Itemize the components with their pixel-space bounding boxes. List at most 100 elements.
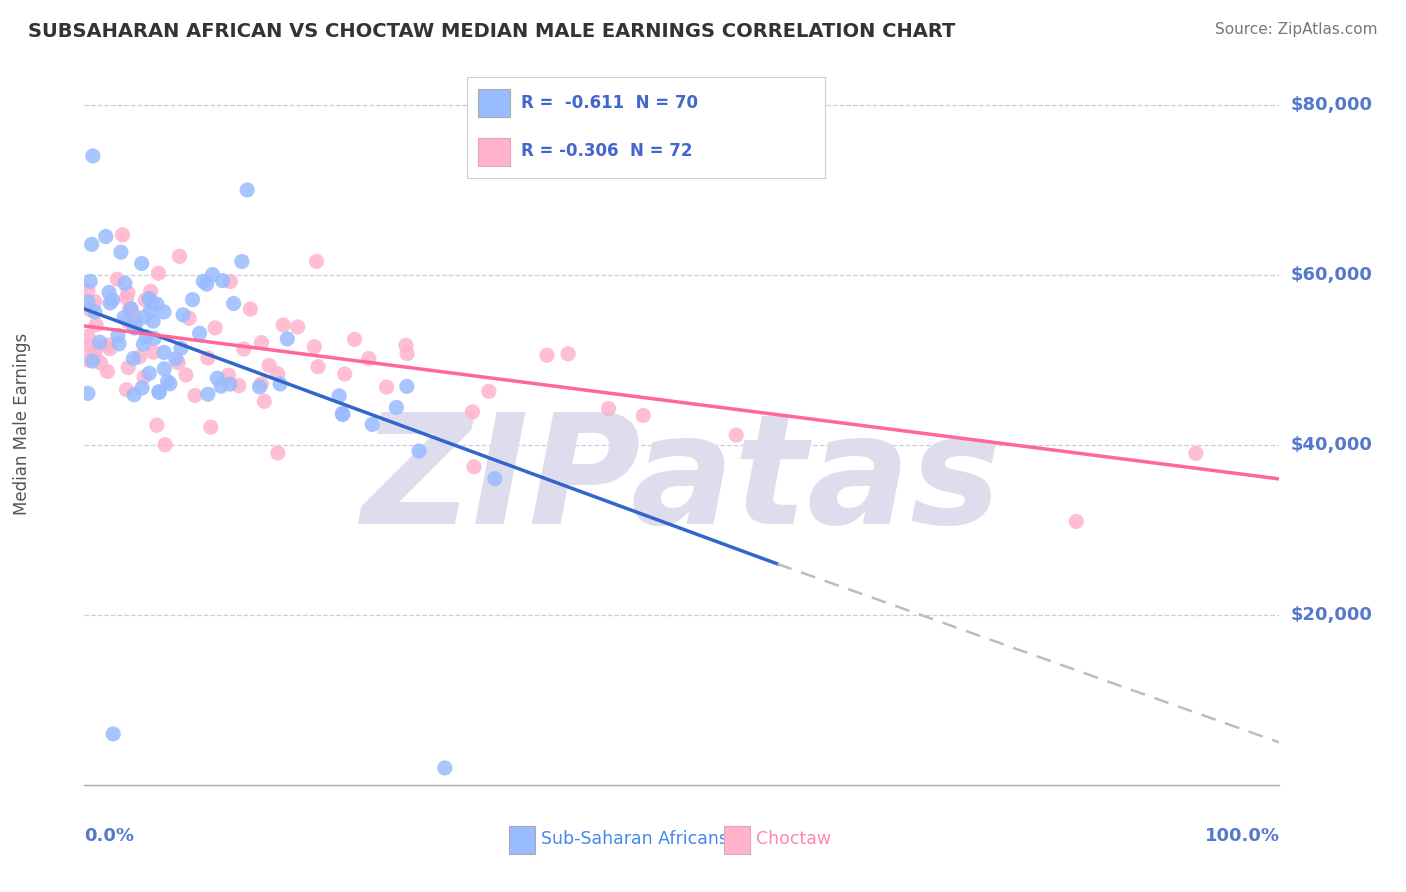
Point	[250, 377, 273, 392]
Point	[197, 351, 219, 365]
Point	[250, 335, 273, 350]
Point	[193, 274, 215, 288]
Point	[218, 368, 240, 383]
Point	[86, 341, 108, 355]
Point	[461, 405, 484, 419]
Point	[82, 149, 104, 163]
Point	[209, 379, 232, 393]
Point	[89, 356, 111, 370]
Point	[98, 285, 121, 300]
Point	[111, 227, 134, 242]
Point	[463, 459, 485, 474]
Point	[117, 315, 139, 329]
Point	[195, 277, 218, 292]
Point	[105, 272, 128, 286]
Point	[167, 356, 190, 370]
Point	[83, 305, 105, 319]
Point	[77, 329, 100, 343]
Point	[77, 353, 100, 368]
Point	[138, 367, 160, 381]
Point	[117, 360, 139, 375]
Text: SUBSAHARAN AFRICAN VS CHOCTAW MEDIAN MALE EARNINGS CORRELATION CHART: SUBSAHARAN AFRICAN VS CHOCTAW MEDIAN MAL…	[28, 22, 956, 41]
Point	[98, 342, 121, 356]
Point	[197, 387, 219, 401]
Point	[267, 446, 290, 460]
Point	[148, 384, 170, 399]
Point	[114, 277, 136, 291]
Point	[396, 346, 419, 360]
Point	[239, 302, 262, 317]
Point	[120, 301, 142, 316]
Point	[120, 303, 142, 318]
Text: Median Male Earnings: Median Male Earnings	[13, 333, 31, 515]
Point	[211, 274, 233, 288]
Point	[122, 388, 145, 402]
Point	[271, 318, 294, 332]
Point	[107, 328, 129, 343]
Point	[135, 329, 157, 343]
Point	[139, 285, 162, 299]
Point	[343, 332, 366, 346]
Point	[82, 354, 104, 368]
Point	[101, 293, 124, 307]
Point	[236, 183, 259, 197]
Point	[333, 367, 356, 381]
Point	[307, 359, 329, 374]
Point	[305, 254, 328, 268]
Text: ZIPatas: ZIPatas	[361, 407, 1002, 556]
Point	[124, 309, 146, 323]
Text: 100.0%: 100.0%	[1205, 827, 1279, 845]
Point	[598, 401, 620, 416]
Point	[139, 303, 162, 318]
Point	[181, 293, 204, 307]
Point	[385, 401, 408, 415]
Point	[134, 370, 156, 384]
Point	[330, 407, 353, 421]
Text: Sub-Saharan Africans: Sub-Saharan Africans	[541, 830, 728, 848]
Point	[395, 338, 418, 352]
Point	[631, 409, 654, 423]
Point	[179, 311, 201, 326]
Point	[77, 284, 100, 298]
Point	[142, 314, 165, 328]
Point	[94, 229, 117, 244]
Point	[169, 249, 191, 263]
Point	[478, 384, 501, 399]
Point	[84, 318, 107, 332]
Point	[138, 292, 160, 306]
Point	[536, 348, 558, 362]
Point	[96, 364, 118, 378]
Text: Source: ZipAtlas.com: Source: ZipAtlas.com	[1215, 22, 1378, 37]
Point	[115, 291, 138, 305]
Point	[276, 332, 298, 346]
Point	[170, 341, 193, 355]
Text: 0.0%: 0.0%	[84, 827, 135, 845]
Point	[131, 381, 153, 395]
Point	[146, 418, 169, 433]
Text: Choctaw: Choctaw	[756, 830, 831, 848]
Point	[80, 237, 103, 252]
Point	[148, 266, 170, 280]
Point	[357, 351, 380, 366]
Point	[153, 305, 176, 319]
Point	[108, 336, 131, 351]
Point	[201, 268, 224, 282]
Point	[1066, 515, 1088, 529]
Point	[143, 331, 166, 345]
Point	[83, 294, 105, 309]
Point	[395, 379, 418, 393]
Point	[1185, 446, 1208, 460]
Text: $40,000: $40,000	[1291, 436, 1372, 454]
Text: $60,000: $60,000	[1291, 266, 1372, 284]
Point	[484, 472, 506, 486]
Point	[79, 274, 101, 288]
Point	[79, 340, 101, 354]
Point	[172, 308, 194, 322]
Point	[148, 385, 170, 400]
Point	[219, 275, 242, 289]
Point	[267, 367, 290, 381]
Point	[131, 256, 153, 270]
Point	[328, 389, 350, 403]
Bar	[724, 826, 749, 854]
Text: $80,000: $80,000	[1291, 96, 1372, 114]
